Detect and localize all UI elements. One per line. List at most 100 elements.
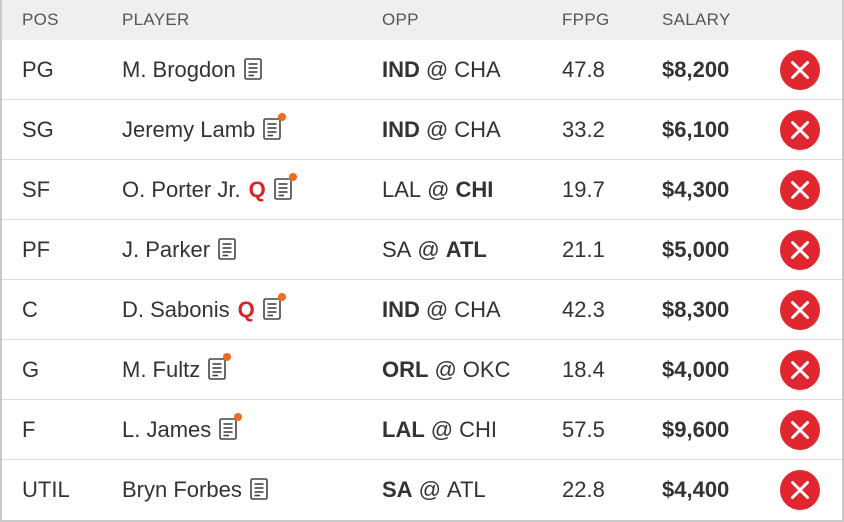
table-row: UTIL Bryn Forbes SA @ ATL 22.8 $4,400 (2, 460, 842, 519)
remove-x-icon (791, 420, 809, 439)
player-name[interactable]: Bryn Forbes (122, 477, 242, 502)
remove-player-button[interactable] (780, 109, 820, 150)
player-name[interactable]: O. Porter Jr. (122, 177, 241, 202)
remove-cell (780, 220, 820, 279)
away-team: LAL (382, 177, 422, 202)
at-separator: @ (425, 117, 449, 142)
away-team: IND (382, 117, 420, 142)
remove-cell (780, 160, 820, 219)
away-team: SA (382, 237, 412, 262)
opponent-cell: LAL @ CHI (382, 400, 497, 459)
position-cell: PF (22, 237, 51, 262)
news-alert-dot (278, 113, 287, 122)
player-cell: Jeremy Lamb (122, 100, 287, 159)
home-team: OKC (462, 357, 511, 382)
header-opp[interactable]: OPP (382, 10, 419, 29)
at-separator: @ (417, 237, 440, 262)
news-icon[interactable] (218, 238, 236, 260)
remove-x-icon (791, 60, 809, 79)
player-name[interactable]: M. Fultz (122, 357, 201, 382)
salary-cell: $4,400 (662, 477, 730, 502)
opponent-cell: SA @ ATL (382, 460, 486, 519)
player-cell: Bryn Forbes (122, 460, 268, 519)
player-name[interactable]: D. Sabonis (122, 297, 230, 322)
remove-cell (780, 40, 820, 99)
fppg-cell: 21.1 (562, 237, 605, 262)
remove-player-button[interactable] (780, 169, 820, 210)
position-cell: UTIL (22, 477, 70, 502)
table-body: PG M. Brogdon IND @ CHA 47.8 $8,200 SG Jer… (2, 40, 842, 519)
questionable-badge: Q (237, 297, 255, 322)
table-row: PG M. Brogdon IND @ CHA 47.8 $8,200 (2, 40, 842, 100)
player-cell: O. Porter Jr. Q (122, 160, 297, 219)
fppg-cell: 42.3 (562, 297, 605, 322)
player-name[interactable]: Jeremy Lamb (122, 117, 256, 142)
player-cell: J. Parker (122, 220, 236, 279)
player-name[interactable]: M. Brogdon (122, 57, 236, 82)
player-name[interactable]: J. Parker (122, 237, 211, 262)
remove-x-icon (791, 360, 809, 379)
salary-cell: $5,000 (662, 237, 730, 262)
opponent-cell: IND @ CHA (382, 100, 501, 159)
fppg-cell: 57.5 (562, 417, 605, 442)
remove-x-icon (791, 120, 809, 139)
away-team: SA (382, 477, 413, 502)
header-salary[interactable]: SALARY (662, 10, 731, 29)
home-team: CHI (459, 417, 497, 442)
remove-player-button[interactable] (780, 469, 820, 510)
position-cell: SG (22, 117, 54, 142)
questionable-badge: Q (248, 177, 266, 202)
opponent-cell: SA @ ATL (382, 220, 487, 279)
news-alert-dot (288, 173, 297, 182)
player-cell: M. Brogdon (122, 40, 262, 99)
remove-x-icon (791, 300, 809, 319)
player-name[interactable]: L. James (122, 417, 212, 442)
header-player[interactable]: PLAYER (122, 10, 190, 29)
remove-player-button[interactable] (780, 349, 820, 390)
at-separator: @ (427, 177, 450, 202)
remove-player-button[interactable] (780, 229, 820, 270)
remove-x-icon (791, 180, 809, 199)
opponent-cell: IND @ CHA (382, 280, 501, 339)
remove-x-icon (791, 240, 809, 259)
remove-x-icon (791, 480, 809, 499)
header-pos[interactable]: POS (22, 10, 59, 29)
news-alert-dot (277, 293, 286, 302)
table-row: SG Jeremy Lamb IND @ CHA 33.2 $6,100 (2, 100, 842, 160)
news-icon[interactable] (263, 113, 287, 140)
opponent-cell: IND @ CHA (382, 40, 501, 99)
news-icon[interactable] (219, 413, 243, 440)
position-cell: PG (22, 57, 54, 82)
news-icon[interactable] (243, 58, 262, 80)
position-cell: SF (22, 177, 51, 202)
news-alert-dot (234, 413, 243, 422)
salary-cell: $6,100 (662, 117, 730, 142)
news-icon[interactable] (208, 353, 232, 380)
fppg-cell: 18.4 (562, 357, 605, 382)
remove-cell (780, 100, 820, 159)
opponent-cell: ORL @ OKC (382, 340, 510, 399)
salary-cell: $9,600 (662, 417, 730, 442)
at-separator: @ (425, 57, 449, 82)
news-icon[interactable] (262, 293, 286, 320)
table-row: F L. James LAL @ CHI 57.5 $9,600 (2, 400, 842, 460)
remove-player-button[interactable] (780, 289, 820, 330)
player-cell: M. Fultz (122, 340, 232, 399)
remove-player-button[interactable] (780, 49, 820, 90)
remove-cell (780, 400, 820, 459)
home-team: ATL (446, 477, 486, 502)
home-team: CHA (454, 117, 501, 142)
away-team: IND (382, 57, 420, 82)
news-icon[interactable] (250, 478, 268, 500)
at-separator: @ (418, 477, 441, 502)
salary-cell: $8,300 (662, 297, 730, 322)
table-row: SF O. Porter Jr. Q LAL @ CHI 19.7 $4,300 (2, 160, 842, 220)
home-team: CHA (454, 57, 501, 82)
table-row: C D. Sabonis Q IND @ CHA 42.3 $8,300 (2, 280, 842, 340)
fppg-cell: 47.8 (562, 57, 605, 82)
away-team: LAL (382, 417, 425, 442)
news-icon[interactable] (273, 173, 297, 200)
header-fppg[interactable]: FPPG (562, 10, 610, 29)
remove-player-button[interactable] (780, 409, 820, 450)
